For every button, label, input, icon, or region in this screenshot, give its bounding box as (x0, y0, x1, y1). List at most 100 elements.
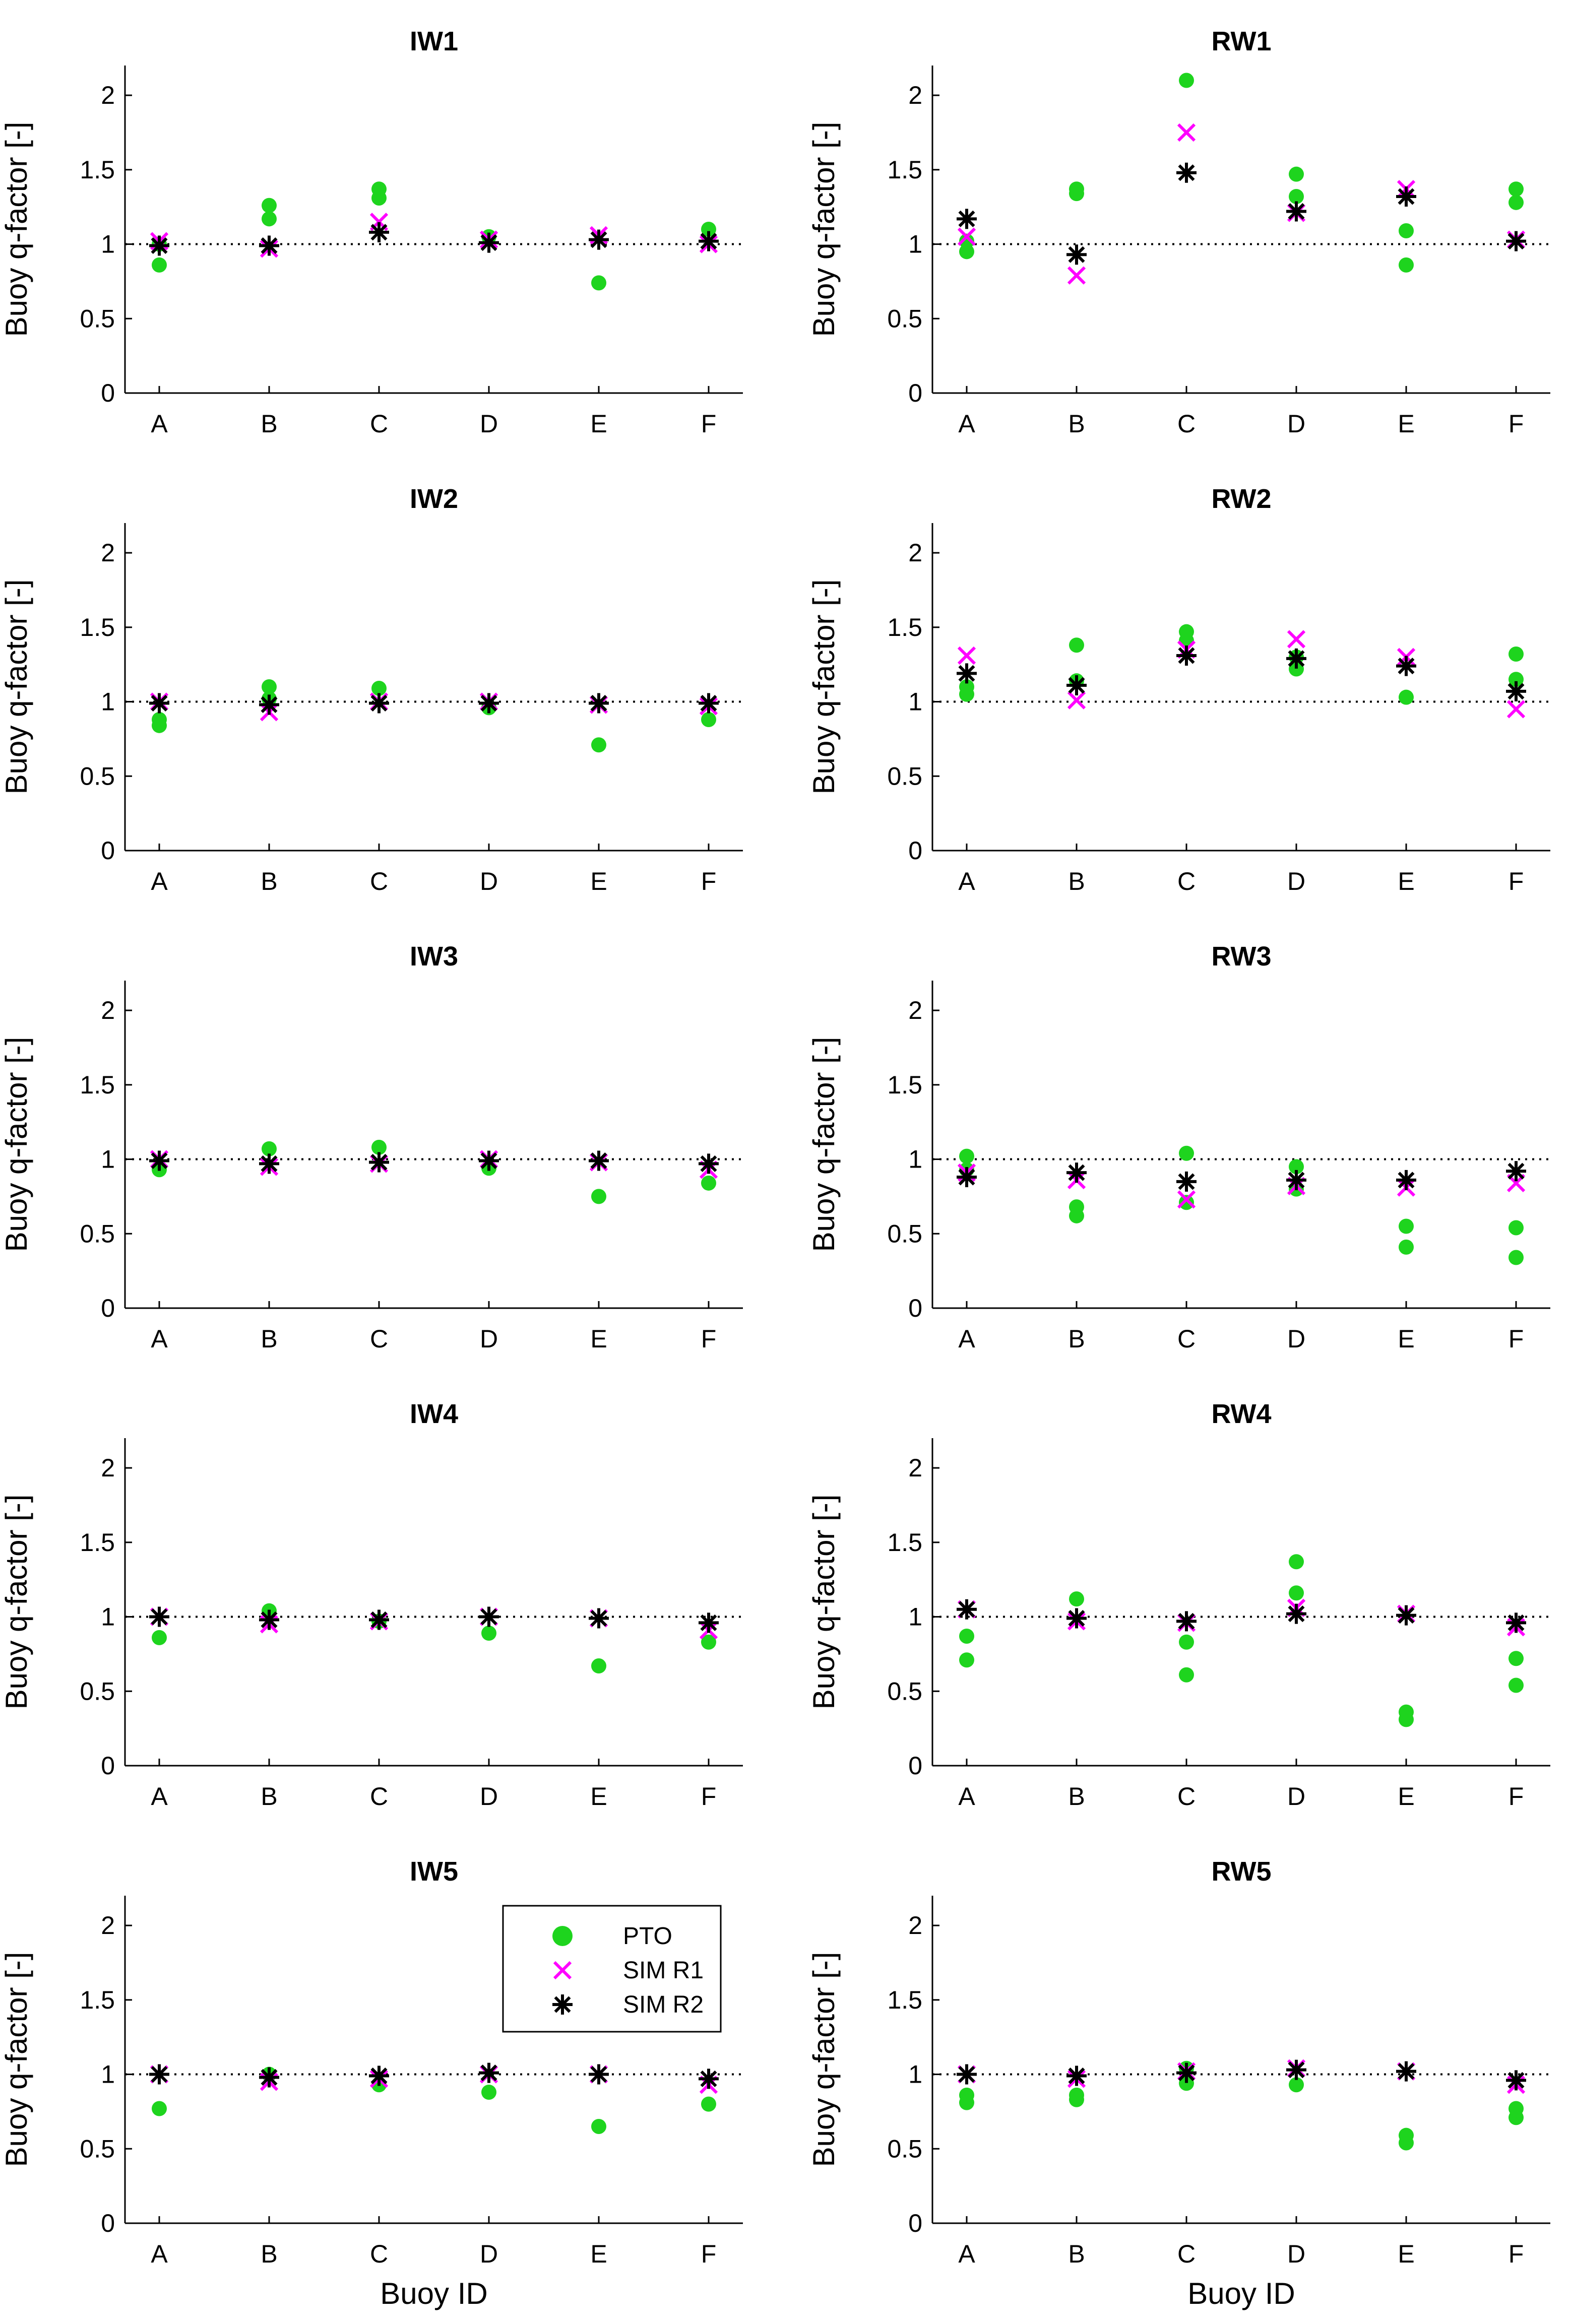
rw2-xtick-label: F (1509, 867, 1524, 895)
iw1-ytick-label: 0 (101, 379, 115, 407)
iw1-point-sim-r2 (479, 232, 499, 253)
legend: PTO SIM R1 SIM R2 (502, 1905, 722, 2033)
rw3-xtick-label: E (1398, 1325, 1414, 1353)
iw3-xtick-label: B (261, 1325, 277, 1353)
rw4-xtick-label: F (1509, 1782, 1524, 1811)
rw5-point-pto (1069, 2092, 1084, 2107)
iw4-point-sim-r2 (699, 1612, 719, 1633)
iw4-xtick-label: D (480, 1782, 498, 1811)
rw5-ytick-label: 1 (908, 2060, 922, 2089)
iw1-title: IW1 (410, 26, 458, 56)
rw3-ytick-label: 2 (908, 996, 922, 1024)
iw4-xtick-label: E (590, 1782, 607, 1811)
iw1-point-pto (262, 211, 277, 227)
iw4-ytick-label: 1 (101, 1603, 115, 1631)
subplot-iw4: 0 0.5 1 1.5 2 A B C D E F IW4 Buoy q-factor [-] (0, 1399, 743, 1811)
subplot-rw1: 0 0.5 1 1.5 2 A B C D E F RW1 Buoy q-factor [-] (807, 26, 1550, 438)
iw3-xtick-label: E (590, 1325, 607, 1353)
rw1-point-sim-r2 (1396, 186, 1416, 207)
subplot-iw5: 0 0.5 1 1.5 2 A B C D E F IW5 Buoy q-factor [-] Buoy … (0, 1856, 743, 2310)
rw3-point-sim-r2 (1176, 1171, 1197, 1192)
subplot-iw1: 0 0.5 1 1.5 2 A B C D E F IW1 Buoy q-factor [-] (0, 26, 743, 438)
rw1-xtick-label: C (1177, 410, 1196, 438)
rw5-point-pto (1179, 2076, 1194, 2091)
iw5-ytick-label: 0 (101, 2209, 115, 2237)
iw4-point-sim-r2 (479, 1606, 499, 1627)
iw1-point-sim-r2 (699, 231, 719, 251)
iw4-point-sim-r2 (369, 1609, 389, 1630)
rw3-title: RW3 (1211, 941, 1271, 972)
rw4-xtick-label: C (1177, 1782, 1196, 1811)
rw2-title: RW2 (1211, 484, 1271, 514)
iw4-xtick-label: C (370, 1782, 388, 1811)
rw3-point-sim-r1 (1177, 1190, 1196, 1209)
rw5-point-sim-r2 (957, 2064, 977, 2085)
rw2-point-sim-r1 (957, 646, 976, 665)
iw4-ytick-label: 2 (101, 1454, 115, 1482)
rw3-point-pto (1179, 1195, 1194, 1210)
iw2-point-sim-r2 (479, 693, 499, 714)
iw1-point-pto (591, 275, 606, 291)
rw3-point-sim-r2 (1396, 1170, 1416, 1190)
rw3-ylabel: Buoy q-factor [-] (807, 1037, 841, 1252)
iw4-xtick-label: B (261, 1782, 277, 1811)
rw5-point-pto (1509, 2110, 1524, 2125)
iw1-point-pto (371, 190, 387, 206)
rw1-ytick-label: 0 (908, 379, 922, 407)
legend-box (502, 1905, 722, 2033)
iw4-title: IW4 (410, 1399, 458, 1429)
iw5-xtick-label: B (261, 2240, 277, 2268)
iw1-xtick-label: B (261, 410, 277, 438)
rw5-point-sim-r2 (1066, 2065, 1087, 2086)
iw2-title: IW2 (410, 484, 458, 514)
rw2-point-sim-r2 (1396, 656, 1416, 676)
iw3-point-sim-r2 (149, 1150, 169, 1171)
rw3-point-pto (959, 1148, 974, 1164)
rw3-xtick-label: D (1287, 1325, 1305, 1353)
iw3-xtick-label: A (151, 1325, 168, 1353)
iw5-point-pto (152, 2101, 167, 2116)
rw4-title: RW4 (1211, 1399, 1271, 1429)
rw5-point-sim-r2 (1286, 2059, 1306, 2080)
rw4-ytick-label: 0 (908, 1752, 922, 1780)
iw4-point-sim-r2 (149, 1606, 169, 1627)
rw4-xtick-label: B (1068, 1782, 1085, 1811)
iw5-point-pto (701, 2096, 716, 2112)
rw3-point-pto (1289, 1159, 1304, 1175)
rw3-point-sim-r2 (1286, 1170, 1306, 1190)
rw1-point-sim-r2 (1176, 162, 1197, 183)
iw5-xtick-label: E (590, 2240, 607, 2268)
iw3-ytick-label: 0 (101, 1294, 115, 1322)
rw1-title: RW1 (1211, 26, 1271, 56)
rw1-point-pto (1289, 189, 1304, 204)
rw5-ytick-label: 1.5 (887, 1986, 922, 2014)
iw5-xtick-label: A (151, 2240, 168, 2268)
iw2-point-sim-r2 (149, 693, 169, 714)
rw5-point-pto (1289, 2077, 1304, 2093)
rw5-title: RW5 (1211, 1856, 1271, 1887)
iw3-xtick-label: C (370, 1325, 388, 1353)
legend-marker-pto (552, 1926, 573, 1946)
rw4-point-pto (1509, 1677, 1524, 1693)
rw4-point-pto (1289, 1554, 1304, 1570)
rw5-point-sim-r2 (1506, 2070, 1526, 2091)
rw2-point-pto (1069, 637, 1084, 653)
iw5-point-pto (481, 2085, 496, 2100)
rw3-point-sim-r2 (1066, 1163, 1087, 1183)
rw3-xtick-label: B (1068, 1325, 1085, 1353)
iw5-title: IW5 (410, 1856, 458, 1887)
rw2-point-sim-r1 (1287, 630, 1306, 649)
iw5-xlabel: Buoy ID (380, 2277, 487, 2310)
iw4-xtick-label: A (151, 1782, 168, 1811)
iw1-ytick-label: 1.5 (80, 156, 115, 184)
iw5-xtick-label: F (701, 2240, 717, 2268)
rw5-xtick-label: D (1287, 2240, 1305, 2268)
rw1-ylabel: Buoy q-factor [-] (807, 122, 841, 337)
iw4-point-sim-r2 (259, 1609, 279, 1630)
rw3-point-pto (1179, 1145, 1194, 1161)
iw4-ytick-label: 1.5 (80, 1528, 115, 1557)
iw2-point-sim-r2 (589, 693, 609, 714)
rw2-xtick-label: D (1287, 867, 1305, 895)
rw5-point-pto (1399, 2135, 1414, 2151)
iw2-point-pto (591, 737, 606, 753)
